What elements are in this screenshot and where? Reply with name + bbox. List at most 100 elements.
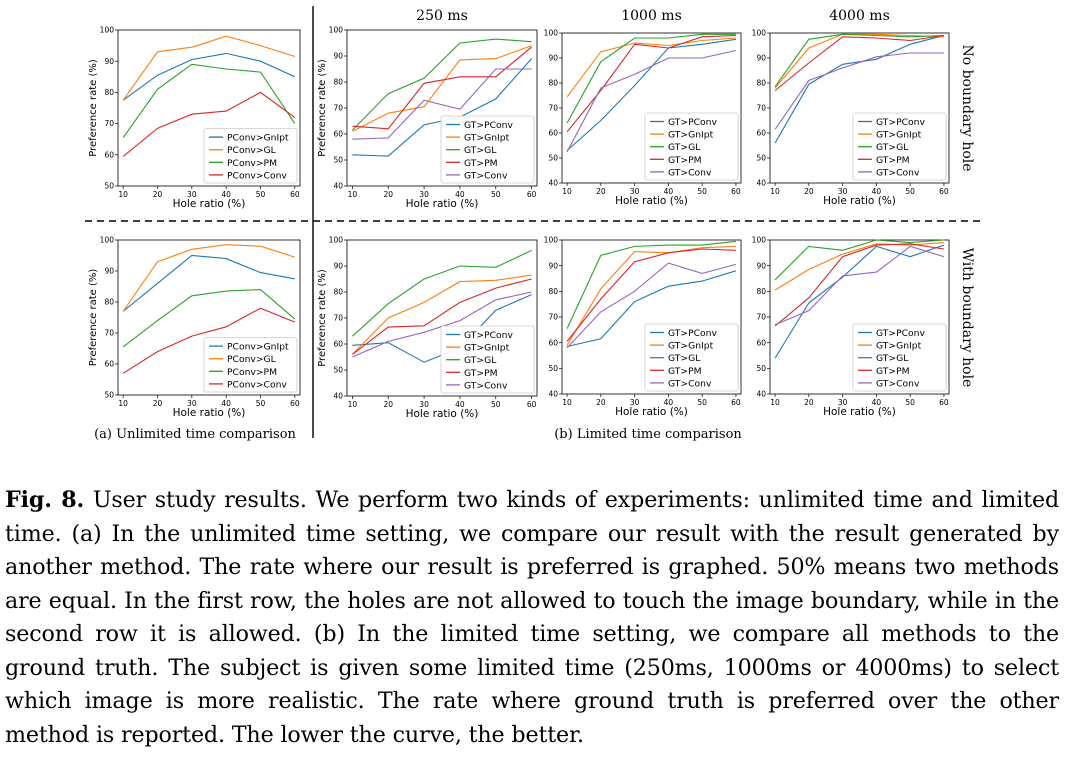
y-tick-label: 90: [756, 261, 766, 270]
series-line-pconv-gnipt: [122, 254, 295, 312]
x-tick-label: 60: [527, 190, 537, 199]
x-axis-label: Hole ratio (%): [173, 198, 246, 210]
x-axis-label: Hole ratio (%): [406, 408, 479, 420]
legend-box: [644, 112, 739, 181]
y-tick-label: 60: [756, 338, 766, 347]
x-tick-label: 40: [221, 190, 231, 199]
chart-1000ms-no-boundary: 10 20 30 40 50 60 40 50 60 70 80 90 100 Hole ratio (%…: [544, 29, 742, 207]
legend-label: GT>Conv: [464, 170, 508, 181]
legend-label: GT>GnIpt: [876, 130, 922, 141]
series-line-gt-pconv: [566, 270, 737, 348]
y-tick-label: 40: [756, 390, 766, 399]
legend-label: PConv>GL: [227, 145, 277, 156]
y-tick-label: 100: [752, 29, 767, 38]
series-line-gt-gnipt: [774, 242, 944, 291]
legend-label: GT>Conv: [876, 167, 920, 178]
y-tick-label: 80: [548, 287, 558, 296]
y-tick-label: 50: [548, 154, 558, 163]
y-tick-label: 80: [333, 288, 343, 297]
legend-label: GT>GL: [668, 353, 701, 364]
x-tick-label: 40: [872, 398, 882, 407]
legend-label: GT>GnIpt: [668, 130, 714, 141]
y-tick-label: 90: [548, 54, 558, 63]
series-line-pconv-conv: [122, 91, 296, 157]
y-axis-label: Preference rate (%): [317, 269, 328, 367]
x-tick-label: 10: [562, 398, 572, 407]
y-tick-label: 100: [544, 29, 559, 38]
x-tick-label: 20: [804, 187, 814, 196]
legend-label: GT>PConv: [876, 328, 926, 339]
y-tick-label: 100: [752, 236, 767, 245]
x-tick-label: 10: [348, 400, 358, 409]
y-axis-label: Preference rate (%): [88, 59, 99, 157]
x-axis-label: Hole ratio (%): [615, 406, 688, 418]
legend-box: [852, 112, 947, 181]
y-tick-label: 90: [104, 57, 114, 66]
series-line-gt-gnipt: [352, 45, 532, 132]
series-line-gt-conv: [566, 49, 737, 153]
x-tick-label: 40: [455, 190, 465, 199]
y-tick-label: 50: [333, 156, 343, 165]
y-tick-label: 90: [333, 52, 343, 61]
series-line-gt-conv: [566, 262, 737, 349]
series-line-gt-pconv: [774, 34, 945, 144]
x-axis-label: Hole ratio (%): [406, 198, 479, 210]
legend-label: GT>GL: [876, 142, 909, 153]
x-tick-label: 40: [455, 400, 465, 409]
series-line-gt-gnipt: [352, 274, 532, 355]
series-line-pconv-gl: [122, 244, 295, 312]
y-axis-label: Preference rate (%): [88, 269, 99, 367]
series-line-gt-pm: [774, 34, 944, 91]
x-tick-label: 50: [491, 400, 501, 409]
x-axis-label: Hole ratio (%): [615, 195, 688, 207]
legend-box: [440, 325, 535, 394]
legend-label: GT>PConv: [464, 330, 514, 341]
chart-4000ms-no-boundary: 10 20 30 40 50 60 40 50 60 70 80 90 100 Hole ratio (%…: [752, 29, 950, 207]
y-tick-label: 40: [333, 392, 343, 401]
legend-label: GT>GL: [876, 353, 909, 364]
y-tick-label: 60: [104, 360, 114, 369]
legend-label: GT>PM: [464, 368, 498, 379]
series-line-pconv-conv: [122, 307, 296, 374]
x-tick-label: 20: [596, 398, 606, 407]
legend-label: GT>Conv: [876, 378, 920, 389]
legend-label: GT>PConv: [668, 117, 718, 128]
y-axis-label: Preference rate (%): [317, 59, 328, 157]
x-tick-label: 60: [939, 187, 949, 196]
y-tick-label: 70: [333, 314, 343, 323]
x-tick-label: 50: [256, 190, 266, 199]
legend-box: [203, 337, 298, 393]
legend-label: GT>PM: [668, 155, 702, 166]
y-tick-label: 40: [548, 390, 558, 399]
x-tick-label: 30: [838, 187, 848, 196]
series-line-gt-gnipt: [566, 37, 736, 98]
y-tick-label: 60: [756, 129, 766, 138]
y-tick-label: 50: [104, 391, 114, 400]
series-line-gt-conv: [774, 52, 944, 130]
y-tick-label: 90: [548, 261, 558, 270]
legend-label: GT>PM: [464, 158, 498, 169]
y-tick-label: 80: [756, 79, 766, 88]
figure-caption: Fig. 8. User study results. We perform t…: [5, 484, 1059, 752]
legend-label: GT>Conv: [668, 378, 712, 389]
x-tick-label: 30: [630, 187, 640, 196]
legend-label: PConv>Conv: [227, 379, 287, 390]
x-tick-label: 40: [872, 187, 882, 196]
plot-frame: [117, 239, 301, 396]
x-tick-label: 10: [770, 187, 780, 196]
series-line-gt-pm: [566, 34, 736, 133]
x-tick-label: 10: [348, 190, 358, 199]
x-tick-label: 20: [383, 400, 393, 409]
y-tick-label: 100: [329, 236, 344, 245]
series-line-pconv-pm: [122, 289, 296, 348]
legend-label: GT>PConv: [876, 117, 926, 128]
series-line-pconv-gnipt: [122, 52, 296, 101]
legend-label: GT>GnIpt: [464, 343, 510, 354]
y-tick-label: 60: [104, 150, 114, 159]
legend-label: GT>GL: [464, 145, 497, 156]
legend-label: GT>Conv: [464, 380, 508, 391]
y-tick-label: 100: [100, 236, 115, 245]
user-study-figure: 10 20 30 40 50 60 50 60 70 80 90 100 Hole ratio (%) P…: [85, 6, 985, 442]
y-tick-label: 70: [756, 104, 766, 113]
y-tick-label: 40: [333, 182, 343, 191]
